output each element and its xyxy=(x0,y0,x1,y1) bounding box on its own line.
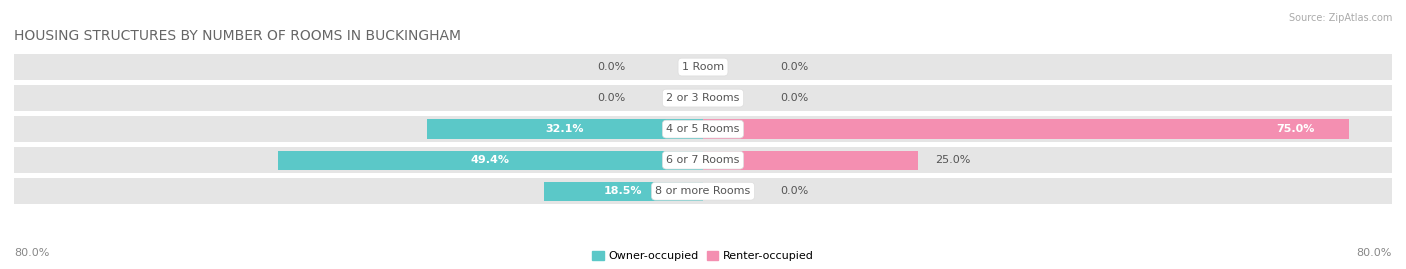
Text: HOUSING STRUCTURES BY NUMBER OF ROOMS IN BUCKINGHAM: HOUSING STRUCTURES BY NUMBER OF ROOMS IN… xyxy=(14,29,461,43)
Text: 0.0%: 0.0% xyxy=(780,186,808,196)
Text: 0.0%: 0.0% xyxy=(780,62,808,72)
Bar xyxy=(544,182,703,201)
Text: 49.4%: 49.4% xyxy=(471,155,510,165)
Text: 8 or more Rooms: 8 or more Rooms xyxy=(655,186,751,196)
Text: 25.0%: 25.0% xyxy=(935,155,972,165)
Text: 0.0%: 0.0% xyxy=(780,93,808,103)
Text: 0.0%: 0.0% xyxy=(598,93,626,103)
Bar xyxy=(14,54,1392,80)
Legend: Owner-occupied, Renter-occupied: Owner-occupied, Renter-occupied xyxy=(588,246,818,266)
Text: 80.0%: 80.0% xyxy=(14,248,49,258)
Bar xyxy=(14,85,1392,111)
Text: 32.1%: 32.1% xyxy=(546,124,583,134)
Bar xyxy=(14,178,1392,204)
Text: 80.0%: 80.0% xyxy=(1357,248,1392,258)
Text: 1 Room: 1 Room xyxy=(682,62,724,72)
Text: 6 or 7 Rooms: 6 or 7 Rooms xyxy=(666,155,740,165)
Text: Source: ZipAtlas.com: Source: ZipAtlas.com xyxy=(1288,13,1392,23)
Text: 4 or 5 Rooms: 4 or 5 Rooms xyxy=(666,124,740,134)
Bar xyxy=(703,151,918,170)
Bar xyxy=(426,119,703,139)
Text: 0.0%: 0.0% xyxy=(598,62,626,72)
Text: 18.5%: 18.5% xyxy=(605,186,643,196)
Text: 75.0%: 75.0% xyxy=(1277,124,1315,134)
Bar xyxy=(277,151,703,170)
Bar xyxy=(703,119,1348,139)
Bar xyxy=(14,116,1392,142)
Text: 2 or 3 Rooms: 2 or 3 Rooms xyxy=(666,93,740,103)
Bar xyxy=(14,147,1392,173)
